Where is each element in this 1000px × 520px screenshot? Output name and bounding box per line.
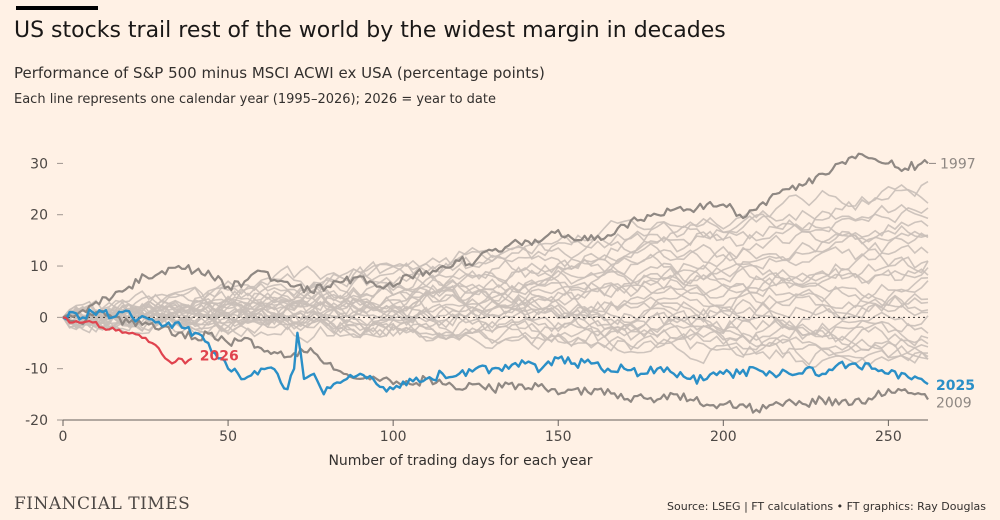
background-year-line xyxy=(62,306,929,348)
x-tick-label: 100 xyxy=(380,429,407,445)
x-tick-label: 150 xyxy=(545,429,572,445)
y-tick-label: -20 xyxy=(25,413,48,429)
background-year-line xyxy=(62,180,929,328)
background-year-line xyxy=(62,285,929,335)
series-label-2025: 2025 xyxy=(936,378,975,394)
background-year-line xyxy=(62,220,929,320)
background-year-line xyxy=(62,206,929,329)
chart-note: Each line represents one calendar year (… xyxy=(14,92,496,107)
x-tick-label: 250 xyxy=(875,429,902,445)
chart-subtitle: Performance of S&P 500 minus MSCI ACWI e… xyxy=(14,64,545,82)
y-tick-label: -10 xyxy=(25,362,48,378)
ft-logo: FINANCIAL TIMES xyxy=(14,494,191,514)
x-axis-title: Number of trading days for each year xyxy=(328,453,592,469)
source-note: Source: LSEG | FT calculations • FT grap… xyxy=(667,500,986,513)
x-tick-label: 200 xyxy=(710,429,737,445)
y-tick-label: 0 xyxy=(39,310,48,326)
series-label-2009: 2009 xyxy=(936,395,972,411)
y-tick-label: 30 xyxy=(30,156,48,172)
series-line-2026 xyxy=(62,316,193,365)
series-line-2025 xyxy=(62,308,929,396)
background-year-line xyxy=(62,203,929,323)
ft-accent-bar xyxy=(16,6,98,10)
series-line-1997 xyxy=(62,152,929,319)
background-year-line xyxy=(62,305,929,366)
series-label-1997: 1997 xyxy=(940,156,976,172)
background-year-line xyxy=(62,292,929,328)
chart-title: US stocks trail rest of the world by the… xyxy=(14,18,726,43)
x-tick-label: 50 xyxy=(219,429,237,445)
x-tick-label: 0 xyxy=(59,429,68,445)
y-tick-label: 20 xyxy=(30,208,48,224)
series-line-2009 xyxy=(62,310,929,414)
series-label-2026: 2026 xyxy=(200,348,239,364)
y-tick-label: 10 xyxy=(30,259,48,275)
background-year-line xyxy=(62,308,929,358)
background-year-line xyxy=(62,272,929,326)
